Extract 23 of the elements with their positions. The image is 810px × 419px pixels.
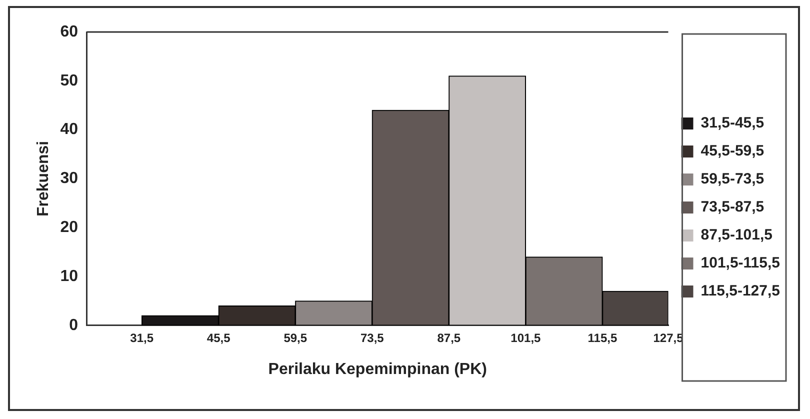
y-tick-label: 50: [60, 72, 78, 90]
x-tick-label: 73,5: [360, 330, 384, 345]
legend-label: 45,5-59,5: [700, 142, 764, 160]
y-tick-label: 10: [60, 268, 78, 285]
x-tick-label: 115,5: [588, 330, 618, 345]
legend-label: 73,5-87,5: [700, 198, 764, 216]
x-tick-label: 31,5: [130, 330, 154, 345]
x-tick-label: 101,5: [510, 330, 542, 345]
y-tick-label: 40: [60, 121, 78, 138]
legend-label: 115,5-127,5: [700, 282, 780, 300]
x-axis-title: Perilaku Kepemimpinan (PK): [268, 360, 487, 378]
legend-label: 59,5-73,5: [700, 170, 764, 188]
y-axis-title: Frekuensi: [35, 140, 52, 216]
legend-label: 31,5-45,5: [700, 114, 764, 132]
x-tick-label: 45,5: [206, 330, 231, 345]
y-tick-label: 30: [60, 170, 78, 188]
legend-label: 101,5-115,5: [700, 254, 780, 272]
x-tick-label: 87,5: [437, 330, 461, 345]
x-tick-label: 59,5: [284, 330, 308, 345]
y-tick-label: 60: [60, 23, 78, 40]
y-tick-label: 20: [60, 219, 78, 236]
legend-label: 87,5-101,5: [700, 226, 772, 244]
y-tick-label: 0: [69, 316, 78, 334]
